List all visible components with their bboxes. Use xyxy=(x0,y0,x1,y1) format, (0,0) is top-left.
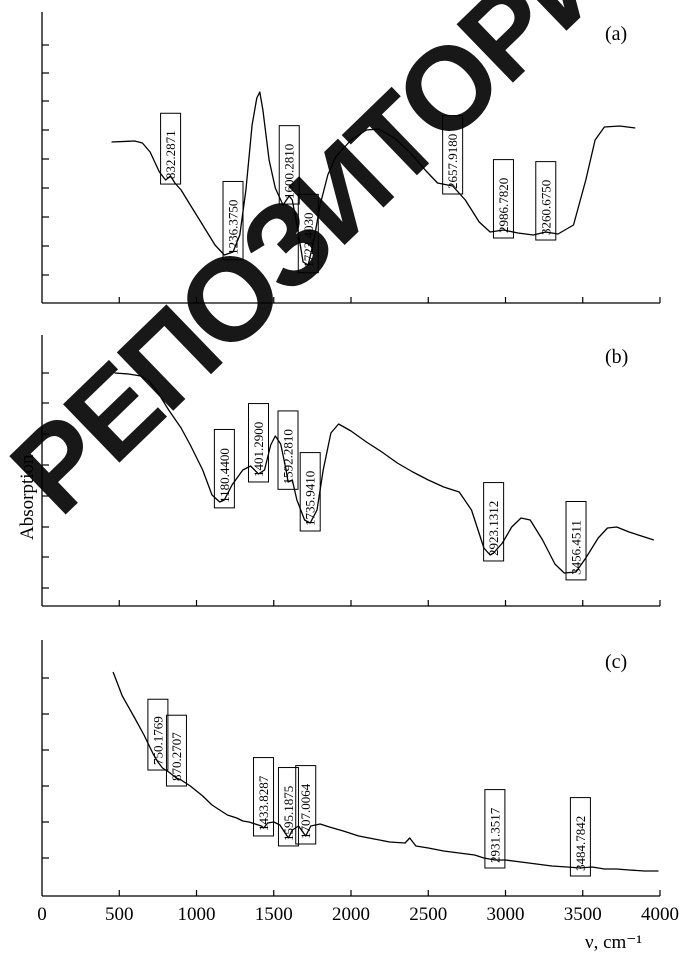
x-axis-label: ν, cm⁻¹ xyxy=(585,932,642,953)
peak-box xyxy=(222,180,244,261)
peak-label: 1592.2810 xyxy=(281,429,296,484)
peak-label: 2931.3517 xyxy=(487,807,502,863)
peak-box xyxy=(535,161,557,241)
peak-box xyxy=(160,112,182,185)
peak-box xyxy=(295,765,317,845)
x-tick-label: 500 xyxy=(105,904,134,925)
panel-c-label: (c) xyxy=(605,651,627,673)
panel-a-label: (a) xyxy=(605,23,627,45)
peak-box xyxy=(484,789,506,869)
watermark-text: РЕПОЗИТОРИЙ xyxy=(0,0,683,539)
x-tick-label: 3500 xyxy=(564,904,602,925)
peak-box xyxy=(299,452,321,532)
panel-b-frame xyxy=(41,335,661,607)
peak-label: 1236.3750 xyxy=(226,200,241,255)
peak-label: 2986.7820 xyxy=(496,178,511,233)
watermark: РЕПОЗИТОРИЙ xyxy=(0,0,683,539)
peak-label: 3260.6750 xyxy=(538,180,553,235)
x-tick-label: 0 xyxy=(37,904,47,925)
peak-label: 1600.2810 xyxy=(282,144,297,199)
x-tick-label: 3000 xyxy=(487,904,525,925)
peak-label: 832.2871 xyxy=(163,130,178,179)
peak-box xyxy=(165,714,187,787)
peak-labels: 832.2871 1236.3750 1600.2810 1723.4030 2657.… xyxy=(147,112,591,877)
peak-label: 1707.0064 xyxy=(298,783,313,839)
spectrum-line-c xyxy=(112,671,659,872)
x-tick-label: 2000 xyxy=(332,904,370,925)
x-tick-labels: 0 500 1000 1500 2000 2500 3000 3500 4000 xyxy=(37,904,679,925)
peak-label: 2657.9180 xyxy=(445,134,460,189)
peak-label: 1401.2900 xyxy=(251,422,266,477)
peak-label: 870.2707 xyxy=(169,732,184,781)
panel-a-frame xyxy=(41,12,661,304)
peak-box xyxy=(247,403,269,483)
peak-box xyxy=(569,797,591,877)
peak-box xyxy=(147,698,169,771)
peak-box xyxy=(565,501,587,581)
peak-box xyxy=(278,125,300,205)
spectrum-line-a xyxy=(111,91,636,266)
panel-c-frame xyxy=(41,640,661,897)
peak-box xyxy=(213,428,235,509)
x-tick-label: 1500 xyxy=(255,904,293,925)
peak-box xyxy=(277,410,299,490)
peak-label: 3456.4511 xyxy=(569,520,584,575)
peak-label: 3484.7842 xyxy=(573,816,588,871)
peak-label: 1595.1875 xyxy=(281,786,296,841)
x-tick-label: 4000 xyxy=(641,904,679,925)
peak-label: 1180.4400 xyxy=(217,448,232,503)
x-tick-label: 2500 xyxy=(409,904,447,925)
peak-label: 2923.1312 xyxy=(486,501,501,556)
peak-box xyxy=(483,482,505,562)
peak-label: 750.1769 xyxy=(150,716,165,765)
peak-box xyxy=(277,767,299,847)
peak-box xyxy=(297,193,319,274)
peak-label: 1735.9410 xyxy=(303,471,318,526)
peak-box xyxy=(442,115,464,195)
peak-box xyxy=(253,757,275,837)
y-axis-label: Absorption xyxy=(17,454,38,540)
peak-label: 1433.8287 xyxy=(256,775,271,831)
panel-b-label: (b) xyxy=(605,346,628,368)
peak-label: 1723.4030 xyxy=(301,212,316,267)
x-tick-label: 1000 xyxy=(178,904,216,925)
peak-box xyxy=(492,159,514,239)
